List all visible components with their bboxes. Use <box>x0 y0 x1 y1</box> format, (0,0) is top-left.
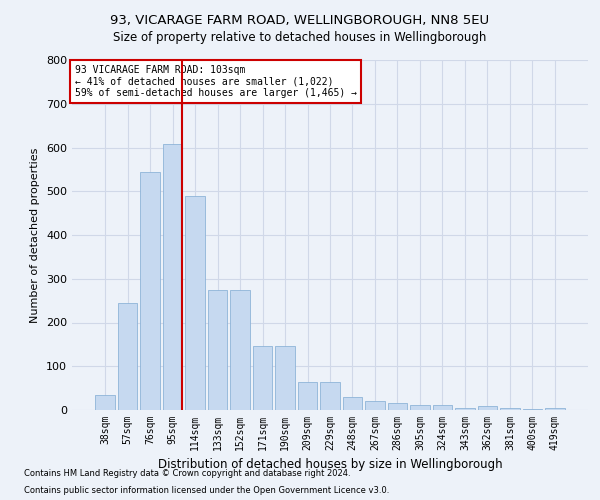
Bar <box>343 397 362 410</box>
Bar <box>545 408 565 410</box>
Text: 93, VICARAGE FARM ROAD, WELLINGBOROUGH, NN8 5EU: 93, VICARAGE FARM ROAD, WELLINGBOROUGH, … <box>110 14 490 27</box>
Bar <box>253 346 272 410</box>
Bar <box>433 405 452 410</box>
Bar <box>523 409 542 410</box>
Bar <box>185 196 205 410</box>
Bar <box>500 408 520 410</box>
Bar <box>140 172 160 410</box>
Text: 93 VICARAGE FARM ROAD: 103sqm
← 41% of detached houses are smaller (1,022)
59% o: 93 VICARAGE FARM ROAD: 103sqm ← 41% of d… <box>74 66 356 98</box>
Bar <box>275 346 295 410</box>
Bar <box>298 382 317 410</box>
Bar <box>230 290 250 410</box>
X-axis label: Distribution of detached houses by size in Wellingborough: Distribution of detached houses by size … <box>158 458 502 471</box>
Text: Size of property relative to detached houses in Wellingborough: Size of property relative to detached ho… <box>113 31 487 44</box>
Bar <box>95 394 115 410</box>
Bar <box>163 144 182 410</box>
Bar <box>455 408 475 410</box>
Bar <box>388 402 407 410</box>
Text: Contains public sector information licensed under the Open Government Licence v3: Contains public sector information licen… <box>24 486 389 495</box>
Bar <box>208 290 227 410</box>
Bar <box>478 406 497 410</box>
Y-axis label: Number of detached properties: Number of detached properties <box>31 148 40 322</box>
Bar <box>118 303 137 410</box>
Bar <box>410 405 430 410</box>
Text: Contains HM Land Registry data © Crown copyright and database right 2024.: Contains HM Land Registry data © Crown c… <box>24 468 350 477</box>
Bar <box>320 382 340 410</box>
Bar <box>365 401 385 410</box>
